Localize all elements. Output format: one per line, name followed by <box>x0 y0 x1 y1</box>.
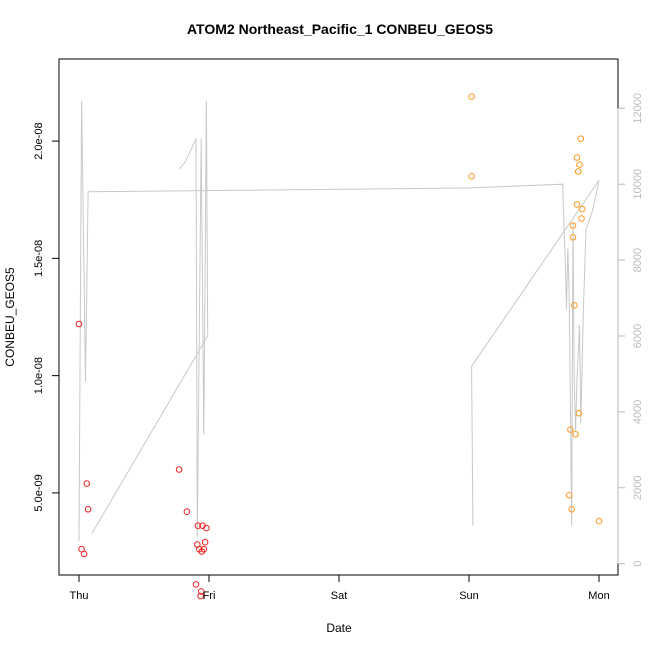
data-point <box>83 480 91 487</box>
data-point <box>197 592 204 600</box>
right-tick-label: 0 <box>632 561 644 567</box>
right-tick-label: 2000 <box>632 475 644 499</box>
data-point <box>577 135 585 142</box>
data-point <box>565 492 573 499</box>
data-point <box>573 201 581 208</box>
chart-title: ATOM2 Northeast_Pacific_1 CONBEU_GEOS5 <box>187 21 493 37</box>
data-point <box>578 215 585 222</box>
data-point <box>578 205 586 213</box>
data-point <box>80 550 88 558</box>
x-tick-label: Sat <box>331 590 348 602</box>
data-point <box>175 466 183 473</box>
data-point <box>200 545 208 553</box>
data-point <box>573 154 581 161</box>
x-tick-label: Mon <box>588 590 609 602</box>
x-axis: Thu Fri Sat Sun Mon <box>70 574 610 602</box>
x-tick-label: Sun <box>459 590 479 602</box>
data-point <box>574 168 582 175</box>
data-point <box>201 538 209 546</box>
x-axis-title: Date <box>326 621 352 635</box>
data-point <box>595 517 603 525</box>
data-point <box>572 431 579 438</box>
data-point <box>571 302 578 309</box>
right-tick-label: 6000 <box>632 324 644 348</box>
y-axis-title: CONBEU_GEOS5 <box>3 267 17 367</box>
x-tick-label: Thu <box>70 590 89 602</box>
altitude-line-segment-1 <box>91 100 209 538</box>
plot-frame <box>58 58 619 576</box>
data-points <box>75 93 603 600</box>
right-tick-label: 10000 <box>632 169 644 200</box>
y-axis: 5.0e-09 1.0e-08 1.5e-08 2.0e-08 <box>33 122 60 512</box>
y-tick-label: 1.0e-08 <box>33 357 45 394</box>
data-point <box>75 320 83 328</box>
data-point <box>84 506 92 513</box>
x-tick-label: Fri <box>203 590 216 602</box>
data-point <box>197 588 205 595</box>
data-point <box>567 426 574 433</box>
altitude-line-main <box>78 100 600 541</box>
data-point <box>568 506 576 513</box>
right-axis: 0 2000 4000 6000 8000 10000 12000 <box>617 93 644 567</box>
data-point <box>194 522 202 530</box>
data-point <box>576 161 583 168</box>
right-tick-label: 12000 <box>632 93 644 124</box>
data-point <box>575 409 583 417</box>
right-tick-label: 8000 <box>632 248 644 272</box>
data-point <box>192 581 200 588</box>
altitude-line <box>78 100 600 541</box>
data-point <box>183 508 191 516</box>
y-tick-label: 1.5e-08 <box>33 240 45 277</box>
data-point <box>203 524 210 532</box>
data-point <box>569 234 577 241</box>
right-tick-label: 4000 <box>632 400 644 424</box>
data-point <box>569 222 577 229</box>
data-point <box>468 173 475 180</box>
data-point <box>468 93 475 100</box>
y-tick-label: 5.0e-09 <box>33 474 45 511</box>
y-tick-label: 2.0e-08 <box>33 122 45 159</box>
